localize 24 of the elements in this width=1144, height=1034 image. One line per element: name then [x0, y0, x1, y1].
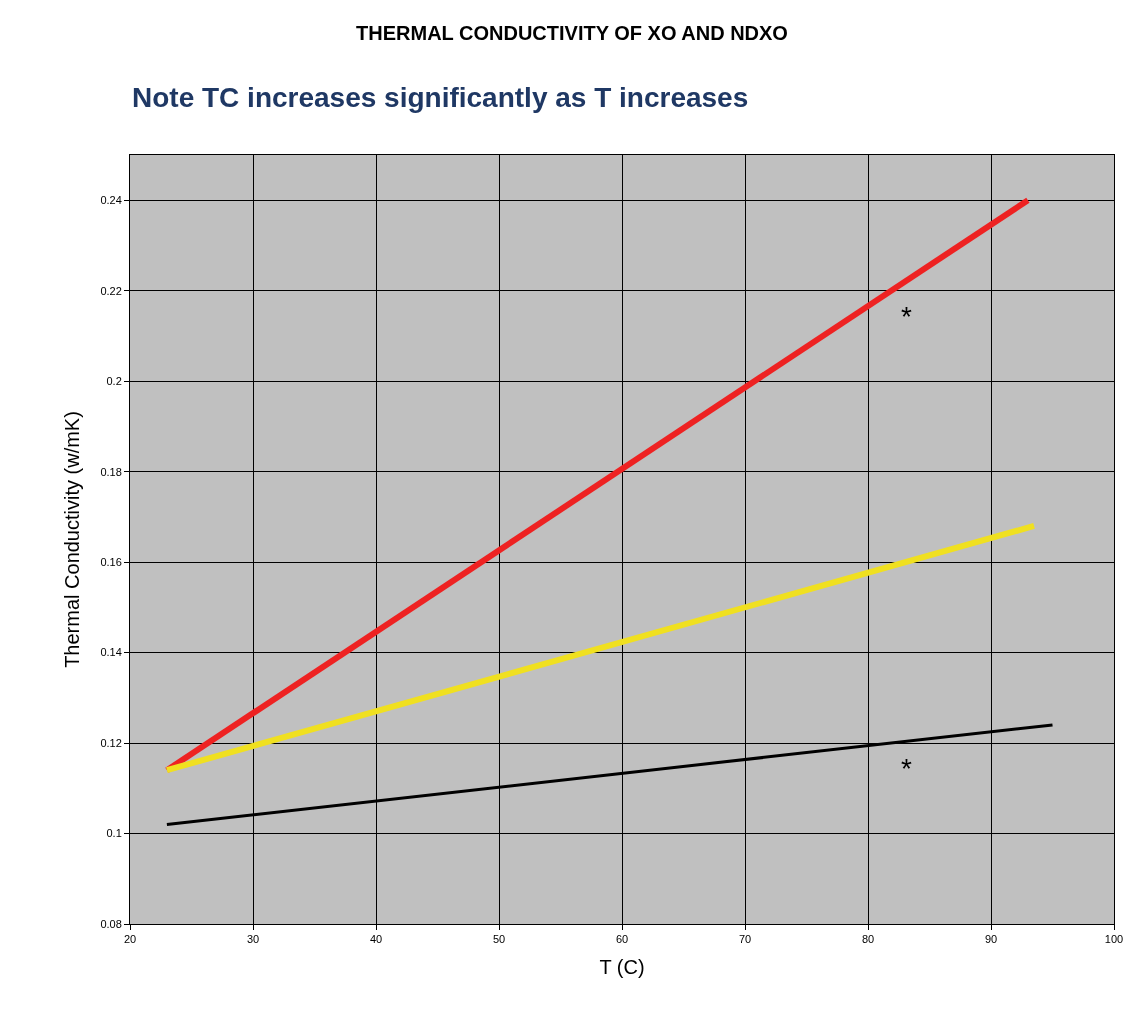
- x-tick-label: 100: [1104, 933, 1124, 946]
- y-tick-label: 0.22: [100, 284, 122, 297]
- y-tick-label: 0.16: [100, 555, 122, 568]
- y-axis-title: Thermal Conductivity (w/mK): [60, 411, 83, 668]
- chart-subtitle: Note TC increases significantly as T increases: [132, 82, 749, 113]
- y-tick-label: 0.18: [100, 465, 122, 478]
- y-tick-label: 0.14: [100, 646, 122, 659]
- chart-title: THERMAL CONDUCTIVITY OF XO AND NDXO: [356, 21, 788, 44]
- x-tick-label: 60: [615, 933, 629, 946]
- y-tick-label: 0.1: [106, 827, 122, 840]
- x-tick-label: 40: [369, 933, 383, 946]
- x-tick-label: 30: [246, 933, 260, 946]
- x-tick-label: 70: [738, 933, 752, 946]
- y-tick-label: 0.12: [100, 736, 122, 749]
- x-tick-label: 50: [492, 933, 506, 946]
- x-tick-label: 90: [984, 933, 998, 946]
- x-tick-label: 20: [123, 933, 137, 946]
- y-tick-label: 0.24: [100, 194, 122, 207]
- x-tick-label: 80: [861, 933, 875, 946]
- y-tick-label: 0.2: [106, 375, 122, 388]
- annotation: *: [901, 753, 912, 784]
- annotation: *: [901, 301, 912, 332]
- y-tick-label: 0.08: [100, 917, 122, 930]
- x-axis-title: T (C): [599, 955, 645, 978]
